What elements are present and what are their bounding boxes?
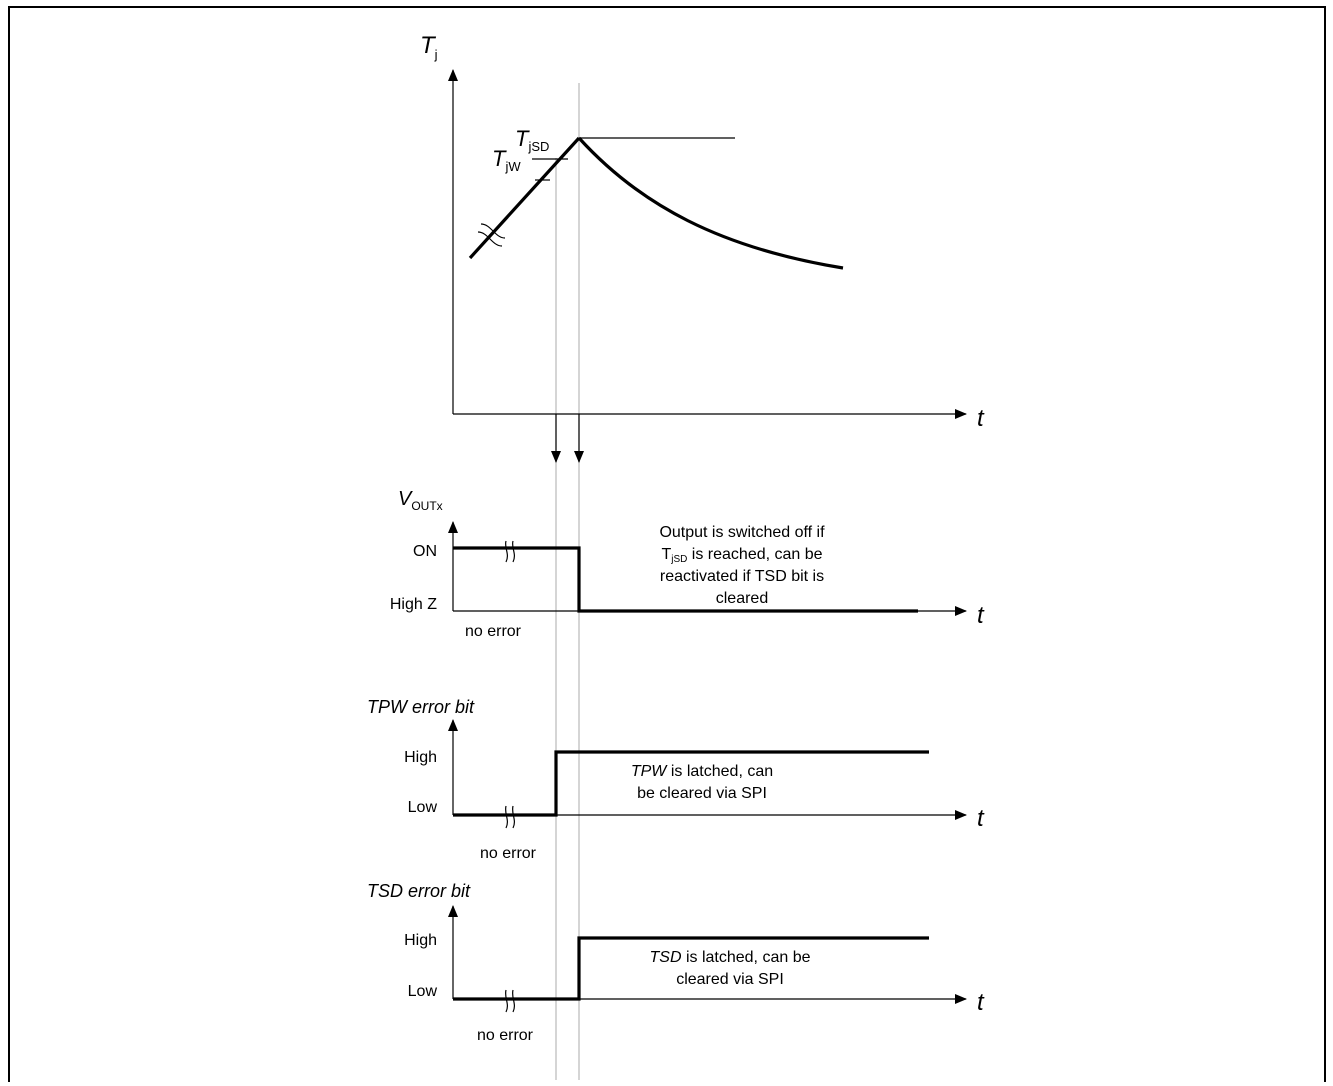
tpw-x-axis-label: t: [977, 805, 985, 832]
tpw-level-low: Low: [408, 799, 438, 816]
tsd-state-text: no error: [477, 1027, 534, 1044]
tjsd-label: TjSD: [515, 126, 549, 154]
vout-state-text: no error: [465, 623, 522, 640]
tsd-break-symbol: [504, 989, 516, 1013]
tj-y-axis-label: Tj: [420, 32, 438, 62]
tpw-state-text: no error: [480, 845, 537, 862]
vout-break-symbol: [504, 540, 516, 563]
tsd-plot: t TSD error bit High Low no error TSD is…: [367, 881, 985, 1044]
tsd-note-line1: TSD is latched, can be: [650, 949, 811, 966]
tj-cool-curve: [577, 136, 844, 270]
tjw-label: TjW: [492, 146, 521, 174]
tpw-signal: [453, 750, 929, 817]
vout-level-on: ON: [413, 543, 437, 560]
tsd-title: TSD error bit: [367, 881, 471, 901]
tj-x-axis-label: t: [977, 405, 985, 432]
vout-level-highz: High Z: [390, 596, 437, 613]
tj-plot: t Tj TjSD TjW: [420, 32, 985, 463]
tj-break-symbol: [477, 223, 506, 247]
tsd-x-axis-label: t: [977, 989, 985, 1016]
vout-note-line4: cleared: [716, 590, 768, 607]
tsd-level-high: High: [404, 932, 437, 949]
vout-note-line1: Output is switched off if: [659, 524, 825, 541]
tsd-note-line2: cleared via SPI: [676, 971, 784, 988]
tpw-level-high: High: [404, 749, 437, 766]
tpw-break-symbol: [504, 805, 516, 829]
vout-note-line3: reactivated if TSD bit is: [660, 568, 824, 585]
vout-y-axis-label: VOUTx: [398, 488, 443, 513]
tj-rise-curve: [468, 136, 581, 260]
vout-x-axis-label: t: [977, 602, 985, 629]
tsd-level-low: Low: [408, 983, 438, 1000]
tpw-note-line2: be cleared via SPI: [637, 785, 767, 802]
vout-signal: [453, 546, 918, 613]
diagram-frame: [8, 6, 1326, 1082]
tpw-plot: t TPW error bit High Low no error TPW is…: [367, 697, 985, 862]
tsd-signal: [453, 936, 929, 1001]
tpw-title: TPW error bit: [367, 697, 475, 717]
tpw-note-line1: TPW is latched, can: [631, 763, 773, 780]
vout-plot: t VOUTx ON High Z no error Output is swi…: [390, 488, 985, 640]
vout-note-line2: TjSD is reached, can be: [661, 546, 822, 565]
